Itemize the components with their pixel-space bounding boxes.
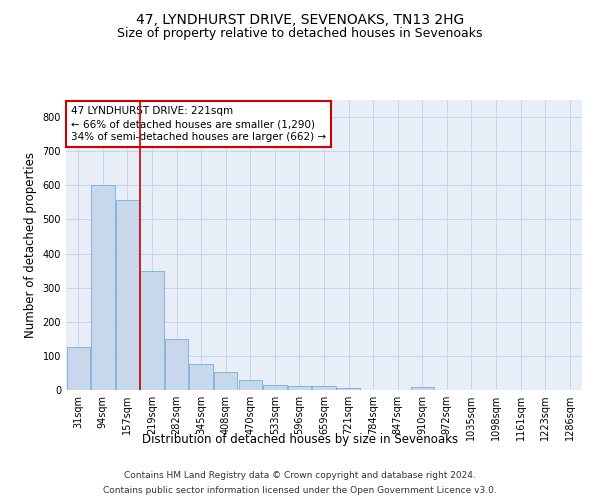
Bar [67, 348, 90, 390]
Bar [410, 388, 434, 390]
Bar [288, 386, 311, 390]
Bar [214, 372, 238, 390]
Bar [91, 186, 115, 390]
Bar [116, 200, 139, 390]
Text: Contains HM Land Registry data © Crown copyright and database right 2024.: Contains HM Land Registry data © Crown c… [124, 471, 476, 480]
Text: 47, LYNDHURST DRIVE, SEVENOAKS, TN13 2HG: 47, LYNDHURST DRIVE, SEVENOAKS, TN13 2HG [136, 12, 464, 26]
Bar [313, 386, 335, 390]
Bar [337, 388, 360, 390]
Text: Size of property relative to detached houses in Sevenoaks: Size of property relative to detached ho… [117, 28, 483, 40]
Text: Contains public sector information licensed under the Open Government Licence v3: Contains public sector information licen… [103, 486, 497, 495]
Bar [239, 380, 262, 390]
Bar [263, 385, 287, 390]
Bar [140, 272, 164, 390]
Bar [190, 364, 213, 390]
Y-axis label: Number of detached properties: Number of detached properties [24, 152, 37, 338]
Bar [165, 339, 188, 390]
Text: Distribution of detached houses by size in Sevenoaks: Distribution of detached houses by size … [142, 432, 458, 446]
Text: 47 LYNDHURST DRIVE: 221sqm
← 66% of detached houses are smaller (1,290)
34% of s: 47 LYNDHURST DRIVE: 221sqm ← 66% of deta… [71, 106, 326, 142]
